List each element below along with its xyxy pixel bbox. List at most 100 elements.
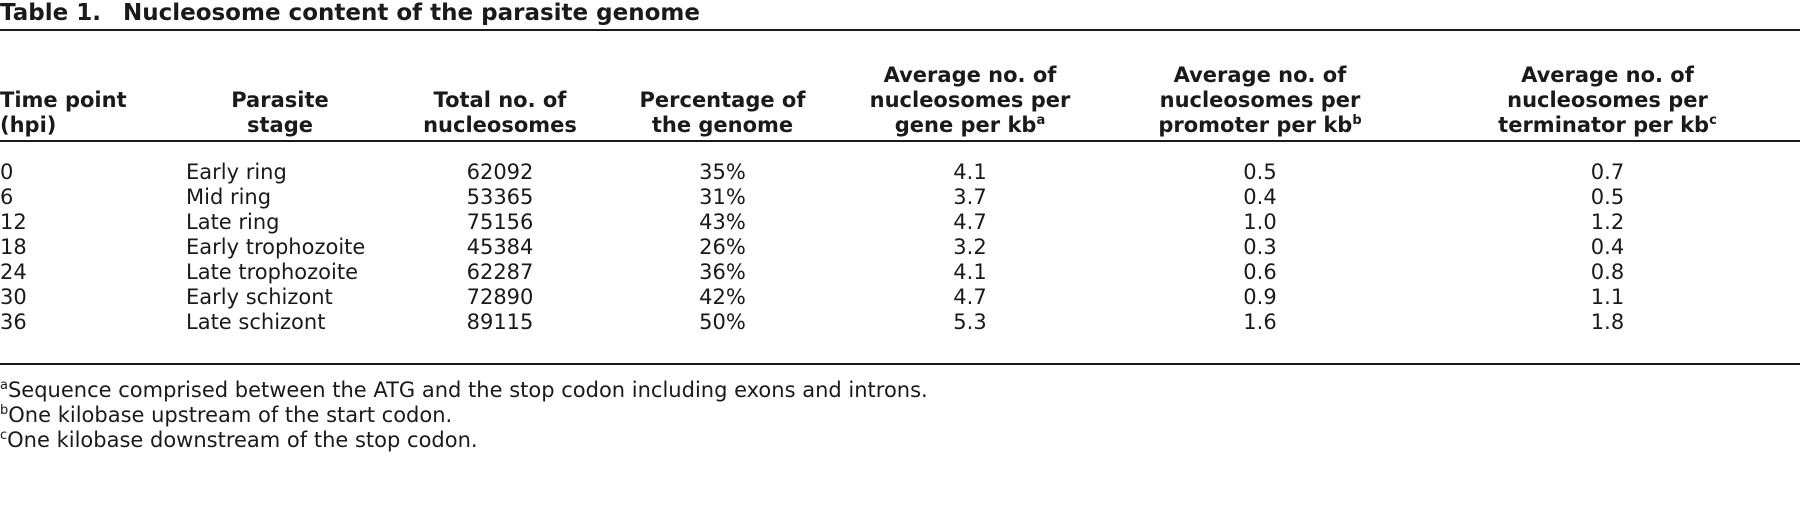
header-line: nucleosomes per [870, 88, 1071, 113]
cell-percentage-genome: 31% [699, 185, 746, 209]
header-line: Average no. of [1498, 63, 1717, 88]
cell-avg-terminator: 0.7 [1590, 160, 1625, 184]
cell-time-point: 6 [0, 185, 14, 209]
bottom-rule [0, 363, 1800, 365]
top-rule [0, 29, 1800, 31]
header-text: Total no. of [433, 88, 567, 112]
footnote-marker: b [1352, 113, 1362, 128]
table-body: 0 Early ring 62092 35% 4.1 0.5 0.7 6 Mid ring 533… [0, 160, 1800, 335]
header-text: Parasite [231, 88, 329, 112]
cell-avg-promoter: 0.3 [1243, 235, 1277, 259]
cell-percentage-genome: 43% [699, 210, 746, 234]
footnote-text: Sequence comprised between the ATG and t… [7, 378, 928, 402]
footnote: bOne kilobase upstream of the start codo… [0, 403, 928, 428]
header-text: stage [247, 113, 313, 137]
footnote-text: One kilobase upstream of the start codon… [8, 403, 453, 427]
table-row: 6 Mid ring 53365 31% 3.7 0.4 0.5 [0, 185, 1800, 210]
cell-avg-promoter: 0.6 [1243, 260, 1277, 284]
header-line: terminator per kbc [1498, 113, 1717, 138]
cell-avg-terminator: 0.5 [1590, 185, 1625, 209]
header-line: Parasite [231, 88, 329, 113]
header-line: Total no. of [423, 88, 577, 113]
cell-avg-gene: 4.1 [953, 160, 987, 184]
header-avg-terminator: Average no. of nucleosomes per terminator … [1415, 38, 1800, 138]
cell-time-point: 36 [0, 310, 27, 334]
header-line: nucleosomes [423, 113, 577, 138]
cell-parasite-stage: Late trophozoite [186, 260, 358, 284]
cell-avg-gene: 3.2 [953, 235, 987, 259]
cell-parasite-stage: Late schizont [186, 310, 326, 334]
table-row: 0 Early ring 62092 35% 4.1 0.5 0.7 [0, 160, 1800, 185]
footnote-mark: c [0, 428, 8, 443]
cell-avg-gene: 4.7 [953, 210, 987, 234]
header-text: Average no. of [1521, 63, 1694, 87]
header-text: Percentage of [639, 88, 806, 112]
header-line: nucleosomes per [1498, 88, 1717, 113]
header-line: (hpi) [0, 113, 127, 138]
cell-percentage-genome: 35% [699, 160, 746, 184]
cell-total-nucleosomes: 45384 [466, 235, 534, 259]
cell-avg-promoter: 1.6 [1243, 310, 1277, 334]
header-text: nucleosomes [423, 113, 577, 137]
header-line: Average no. of [870, 63, 1071, 88]
cell-parasite-stage: Mid ring [186, 185, 272, 209]
header-line: gene per kba [870, 113, 1071, 138]
table-row: 18 Early trophozoite 45384 26% 3.2 0.3 0.4 [0, 235, 1800, 260]
header-text: the genome [651, 113, 794, 137]
cell-avg-terminator: 0.4 [1590, 235, 1625, 259]
header-text: terminator per kb [1498, 113, 1710, 137]
header-text: Average no. of [1173, 63, 1347, 87]
cell-total-nucleosomes: 89115 [466, 310, 534, 334]
table-row: 12 Late ring 75156 43% 4.7 1.0 1.2 [0, 210, 1800, 235]
cell-percentage-genome: 26% [699, 235, 746, 259]
cell-avg-gene: 5.3 [953, 310, 987, 334]
cell-total-nucleosomes: 53365 [466, 185, 534, 209]
table-row: 36 Late schizont 89115 50% 5.3 1.6 1.8 [0, 310, 1800, 335]
cell-time-point: 0 [0, 160, 14, 184]
header-percentage-genome: Percentage of the genome [615, 38, 830, 138]
table-row: 30 Early schizont 72890 42% 4.7 0.9 1.1 [0, 285, 1800, 310]
footnote: aSequence comprised between the ATG and … [0, 378, 928, 403]
cell-avg-terminator: 1.8 [1590, 310, 1625, 334]
cell-parasite-stage: Early schizont [186, 285, 333, 309]
header-line: Average no. of [1158, 63, 1361, 88]
footnote: cOne kilobase downstream of the stop cod… [0, 428, 928, 453]
header-line: Percentage of [640, 88, 806, 113]
cell-avg-promoter: 0.9 [1243, 285, 1277, 309]
header-text: Time point [0, 88, 127, 112]
header-line: stage [231, 113, 329, 138]
header-time-point: Time point (hpi) [0, 38, 170, 138]
cell-avg-terminator: 0.8 [1590, 260, 1625, 284]
cell-avg-promoter: 0.5 [1243, 160, 1277, 184]
footnote-mark: b [0, 403, 9, 418]
cell-avg-gene: 4.7 [953, 285, 987, 309]
cell-avg-promoter: 1.0 [1243, 210, 1277, 234]
cell-parasite-stage: Early ring [186, 160, 287, 184]
cell-parasite-stage: Early trophozoite [186, 235, 366, 259]
cell-total-nucleosomes: 75156 [466, 210, 534, 234]
cell-avg-gene: 3.7 [953, 185, 987, 209]
header-parasite-stage: Parasite stage [175, 38, 385, 138]
cell-avg-terminator: 1.1 [1590, 285, 1625, 309]
table-title: Nucleosome content of the parasite genom… [122, 0, 700, 26]
header-text: nucleosomes per [869, 88, 1071, 112]
header-text: (hpi) [0, 113, 57, 137]
cell-percentage-genome: 50% [699, 310, 746, 334]
cell-time-point: 30 [0, 285, 27, 309]
header-text: Average no. of [883, 63, 1057, 87]
header-line: nucleosomes per [1158, 88, 1361, 113]
footnote-mark: a [0, 378, 8, 393]
header-text: nucleosomes per [1507, 88, 1708, 112]
header-line: the genome [640, 113, 806, 138]
header-avg-promoter: Average no. of nucleosomes per promoter pe… [1115, 38, 1405, 138]
header-text: nucleosomes per [1159, 88, 1361, 112]
table-caption: Table 1. Nucleosome content of the parasi… [0, 0, 700, 30]
cell-avg-promoter: 0.4 [1243, 185, 1277, 209]
cell-total-nucleosomes: 72890 [466, 285, 534, 309]
cell-time-point: 12 [0, 210, 27, 234]
header-rule [0, 140, 1800, 142]
cell-total-nucleosomes: 62287 [466, 260, 534, 284]
header-text: promoter per kb [1158, 113, 1353, 137]
cell-percentage-genome: 36% [699, 260, 746, 284]
cell-avg-terminator: 1.2 [1590, 210, 1625, 234]
